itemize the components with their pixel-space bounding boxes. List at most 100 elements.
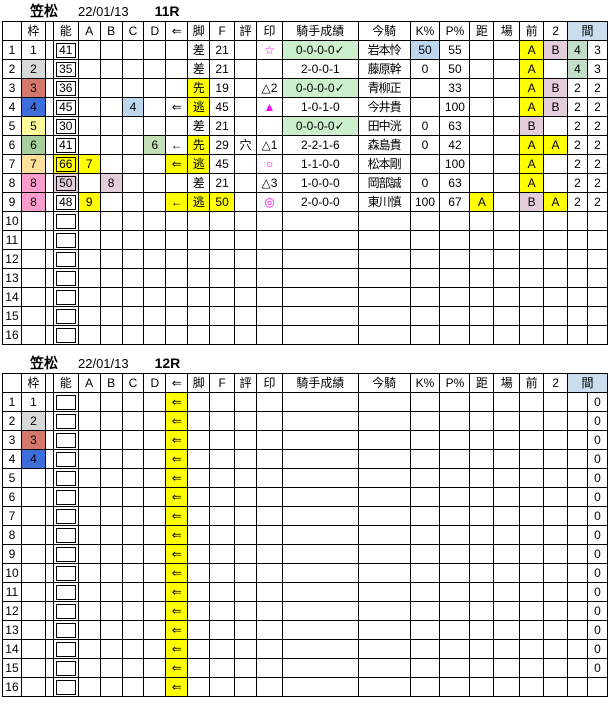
kan-cell-2[interactable] [586, 325, 608, 345]
kan-cell-2[interactable]: 3 [586, 40, 608, 60]
mae-cell[interactable]: A [519, 173, 545, 193]
col-c-cell[interactable] [121, 78, 145, 98]
waku-cell[interactable]: 6 [20, 135, 46, 155]
header-kyori[interactable]: 距 [469, 373, 495, 393]
mark-cell[interactable] [256, 544, 283, 564]
header-c[interactable]: C [121, 21, 145, 41]
f-cell[interactable] [209, 582, 236, 602]
col-d-cell[interactable] [143, 411, 167, 431]
col-d-cell[interactable] [143, 230, 167, 250]
f-cell[interactable] [209, 525, 236, 545]
col-a-cell[interactable] [77, 487, 101, 507]
kyori-cell[interactable] [469, 544, 495, 564]
header-spacer[interactable] [44, 373, 54, 393]
col-b-cell[interactable] [99, 582, 123, 602]
f-cell[interactable] [209, 306, 236, 326]
col-d-cell[interactable] [143, 173, 167, 193]
hyo-cell[interactable]: 穴 [234, 135, 257, 155]
k-pct-cell[interactable] [409, 525, 441, 545]
mae-cell[interactable] [519, 582, 545, 602]
hyo-cell[interactable] [234, 430, 258, 450]
kan-cell-1[interactable]: 2 [566, 97, 588, 117]
col-c-cell[interactable] [121, 639, 145, 659]
col-c-cell[interactable] [121, 620, 145, 640]
konki-cell[interactable]: 藤原幹 [357, 59, 411, 79]
waku-cell[interactable] [20, 249, 46, 269]
row-num-cell[interactable]: 2 [2, 411, 22, 431]
konki-cell[interactable]: 今井貴 [357, 97, 411, 117]
row-num-cell[interactable]: 6 [2, 487, 22, 507]
kan-cell-1[interactable] [567, 392, 588, 412]
col-b-cell[interactable] [99, 249, 123, 269]
header-d[interactable]: D [143, 21, 167, 41]
arrow-cell[interactable] [165, 287, 189, 307]
header-kyaku[interactable]: 脚 [187, 373, 211, 393]
col-a-cell[interactable] [77, 449, 101, 469]
col-d-cell[interactable] [143, 487, 167, 507]
col-a-cell[interactable] [77, 620, 101, 640]
header-waku[interactable]: 枠 [20, 373, 46, 393]
waku-cell[interactable] [20, 563, 46, 583]
f-cell[interactable] [209, 211, 236, 231]
col-2-cell[interactable] [543, 487, 569, 507]
col-2-cell[interactable] [543, 230, 568, 250]
arrow-cell[interactable]: ⇐ [165, 411, 189, 431]
p-pct-cell[interactable]: 33 [439, 78, 471, 98]
waku-cell[interactable]: 5 [20, 116, 46, 136]
kyori-cell[interactable] [469, 601, 495, 621]
ba-cell[interactable] [493, 544, 521, 564]
f-cell[interactable]: 29 [209, 135, 236, 155]
konki-cell[interactable] [357, 249, 411, 269]
col-b-cell[interactable] [99, 563, 123, 583]
kyori-cell[interactable] [469, 135, 495, 155]
kyori-cell[interactable] [469, 487, 495, 507]
mark-cell[interactable]: ☆ [255, 40, 283, 60]
k-pct-cell[interactable] [409, 677, 441, 697]
row-num-cell[interactable]: 14 [2, 287, 22, 307]
k-pct-cell[interactable] [409, 325, 441, 345]
col-c-cell[interactable] [121, 59, 145, 79]
nou-cell[interactable] [52, 411, 79, 431]
kyaku-cell[interactable] [187, 287, 211, 307]
header-mae[interactable]: 前 [519, 373, 545, 393]
k-pct-cell[interactable] [409, 411, 441, 431]
kan-cell-1[interactable]: 2 [566, 173, 588, 193]
arrow-cell[interactable] [165, 325, 189, 345]
kyori-cell[interactable] [469, 173, 495, 193]
mae-cell[interactable]: A [519, 59, 545, 79]
p-pct-cell[interactable] [439, 268, 471, 288]
ba-cell[interactable] [493, 677, 521, 697]
kisyu-seiseki-cell[interactable] [281, 620, 359, 640]
nou-cell[interactable]: 35 [52, 59, 79, 79]
f-cell[interactable] [209, 601, 236, 621]
kisyu-seiseki-cell[interactable]: 1-0-1-0 [281, 97, 359, 117]
kyori-cell[interactable] [469, 677, 495, 697]
header-in[interactable]: 印 [255, 21, 283, 41]
kan-cell-1[interactable] [567, 506, 588, 526]
mae-cell[interactable] [519, 325, 545, 345]
k-pct-cell[interactable] [409, 249, 441, 269]
waku-cell[interactable] [20, 639, 46, 659]
kyori-cell[interactable] [469, 325, 495, 345]
ba-cell[interactable] [493, 658, 521, 678]
kan-cell-1[interactable] [567, 658, 588, 678]
col-2-cell[interactable] [543, 449, 569, 469]
col-c-cell[interactable] [121, 582, 145, 602]
kisyu-seiseki-cell[interactable] [281, 325, 359, 345]
row-num-cell[interactable]: 9 [2, 192, 22, 212]
konki-cell[interactable] [357, 620, 411, 640]
header-2[interactable]: 2 [543, 21, 568, 41]
kan-cell-2[interactable]: 0 [586, 449, 608, 469]
mark-cell[interactable] [256, 525, 283, 545]
kan-cell-2[interactable]: 0 [586, 620, 608, 640]
header-b[interactable]: B [99, 21, 123, 41]
col-a-cell[interactable] [77, 325, 101, 345]
col-d-cell[interactable] [143, 620, 167, 640]
mark-cell[interactable] [255, 116, 283, 136]
k-pct-cell[interactable] [409, 506, 441, 526]
col-d-cell[interactable] [143, 506, 167, 526]
nou-cell[interactable]: 41 [52, 135, 79, 155]
mae-cell[interactable] [519, 230, 545, 250]
col-a-cell[interactable] [77, 392, 101, 412]
k-pct-cell[interactable] [409, 230, 441, 250]
